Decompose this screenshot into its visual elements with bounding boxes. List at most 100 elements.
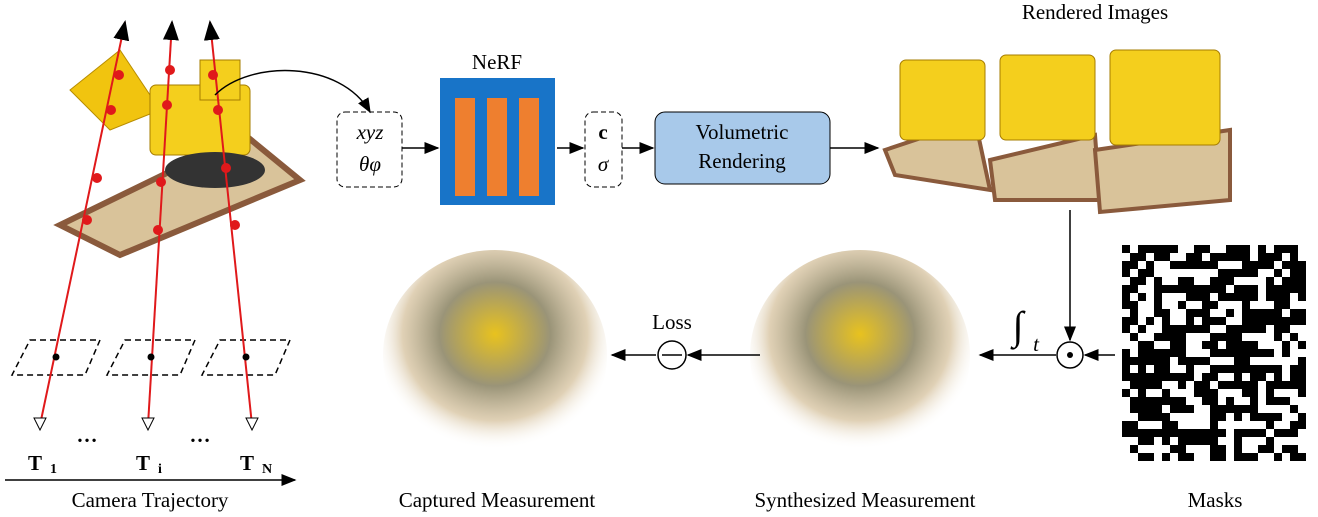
mask-cell [1162,325,1170,333]
mask-cell [1202,325,1210,333]
mask-cell [1202,285,1210,293]
mask-cell [1138,389,1146,397]
mask-cell [1178,357,1186,365]
mask-cell [1298,365,1306,373]
mask-cell [1202,317,1210,325]
mask-cell [1130,445,1138,453]
mask-cell [1298,317,1306,325]
mask-cell [1274,373,1282,381]
ellipsis: … [190,423,211,447]
mask-cell [1298,389,1306,397]
mask-cell [1186,437,1194,445]
mask-cell [1234,373,1242,381]
mask-cell [1162,253,1170,261]
mask-cell [1186,293,1194,301]
mask-cell [1266,309,1274,317]
mask-cell [1242,453,1250,461]
mask-cell [1138,293,1146,301]
mask-cell [1218,285,1226,293]
mask-cell [1234,453,1242,461]
mask-cell [1186,309,1194,317]
mask-cell [1194,381,1202,389]
mask-cell [1210,301,1218,309]
mask-cell [1266,261,1274,269]
output-label: c [598,120,607,144]
mask-cell [1154,381,1162,389]
mask-cell [1162,357,1170,365]
mask-cell [1282,261,1290,269]
mask-cell [1242,405,1250,413]
mask-cell [1242,269,1250,277]
mask-cell [1218,365,1226,373]
mask-cell [1218,253,1226,261]
mask-cell [1298,357,1306,365]
mask-cell [1122,389,1130,397]
mask-cell [1234,285,1242,293]
mask-cell [1266,413,1274,421]
mask-cell [1218,381,1226,389]
mask-cell [1226,245,1234,253]
mask-cell [1234,381,1242,389]
mask-cell [1170,397,1178,405]
mask-cell [1274,317,1282,325]
mask-cell [1250,285,1258,293]
mask-cell [1146,397,1154,405]
mask-cell [1186,453,1194,461]
mask-cell [1130,317,1138,325]
mask-cell [1130,381,1138,389]
mask-cell [1242,365,1250,373]
mask-cell [1250,269,1258,277]
mask-cell [1122,365,1130,373]
mask-cell [1210,277,1218,285]
mask-cell [1122,373,1130,381]
mask-cell [1290,453,1298,461]
mask-cell [1226,309,1234,317]
mask-cell [1226,341,1234,349]
mask-cell [1178,261,1186,269]
nerf-title: NeRF [472,50,522,74]
mask-cell [1274,269,1282,277]
ellipsis: … [77,423,98,447]
mask-cell [1290,333,1298,341]
mask-cell [1186,317,1194,325]
mask-cell [1242,261,1250,269]
mask-cell [1290,269,1298,277]
mask-cell [1146,317,1154,325]
mask-cell [1130,397,1138,405]
mask-cell [1122,285,1130,293]
mask-cell [1242,317,1250,325]
mask-cell [1226,349,1234,357]
mask-cell [1138,397,1146,405]
mask-cell [1170,333,1178,341]
mask-cell [1154,397,1162,405]
mask-cell [1138,453,1146,461]
mask-cell [1266,421,1274,429]
mask-cell [1234,365,1242,373]
mask-cell [1162,421,1170,429]
mask-cell [1210,445,1218,453]
mask-cell [1274,253,1282,261]
mask-cell [1218,293,1226,301]
mask-cell [1226,293,1234,301]
mask-cell [1138,437,1146,445]
mask-cell [1170,261,1178,269]
camera-sub: N [262,462,272,477]
mask-cell [1178,373,1186,381]
mask-cell [1250,405,1258,413]
mask-cell [1138,349,1146,357]
mask-cell [1242,357,1250,365]
mask-cell [1218,269,1226,277]
mask-cell [1154,333,1162,341]
mask-cell [1146,357,1154,365]
mask-cell [1154,245,1162,253]
mask-cell [1138,381,1146,389]
mask-cell [1258,349,1266,357]
mask-cell [1186,405,1194,413]
mask-cell [1274,365,1282,373]
mask-cell [1290,245,1298,253]
mask-cell [1130,373,1138,381]
mask-cell [1290,421,1298,429]
mask-cell [1130,285,1138,293]
mask-cell [1194,429,1202,437]
mask-cell [1274,245,1282,253]
